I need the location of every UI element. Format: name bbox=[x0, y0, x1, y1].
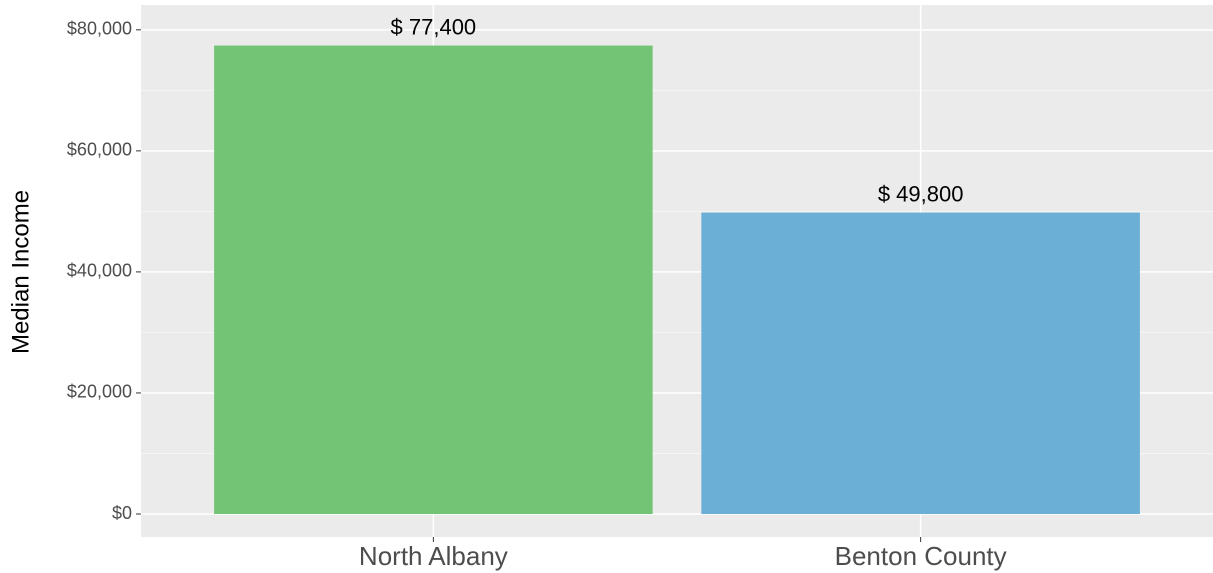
y-tick-label: $80,000 bbox=[67, 19, 132, 39]
value-label: $ 77,400 bbox=[391, 14, 477, 39]
y-axis-label: Median Income bbox=[7, 190, 34, 354]
y-tick-label: $20,000 bbox=[67, 382, 132, 402]
value-label: $ 49,800 bbox=[878, 181, 964, 206]
x-tick-label: North Albany bbox=[359, 541, 508, 571]
y-tick-label: $0 bbox=[112, 503, 132, 523]
bar bbox=[701, 212, 1140, 515]
bar bbox=[214, 45, 653, 515]
y-tick-label: $40,000 bbox=[67, 261, 132, 281]
x-tick-label: Benton County bbox=[835, 541, 1007, 571]
y-tick-label: $60,000 bbox=[67, 140, 132, 160]
